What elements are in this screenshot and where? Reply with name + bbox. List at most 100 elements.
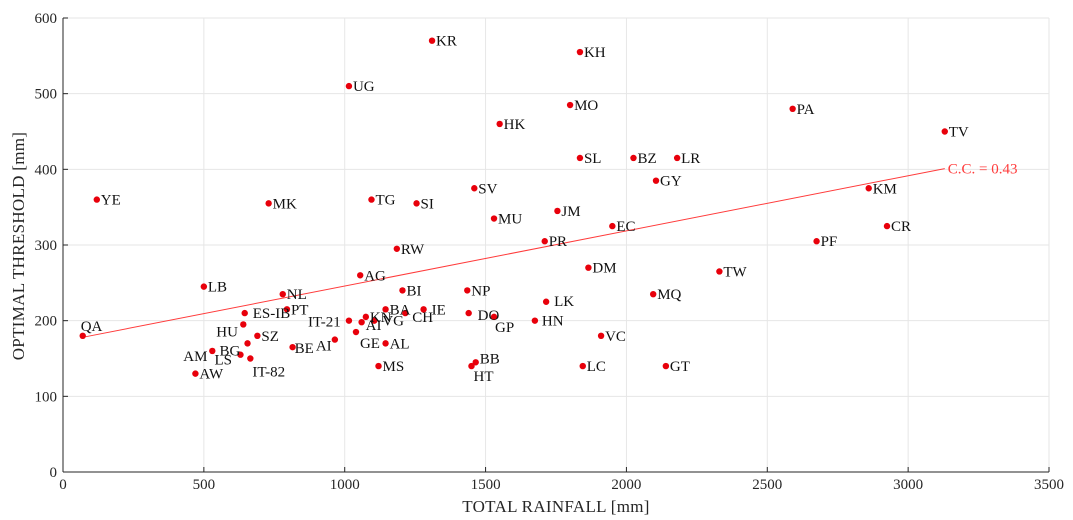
trend-layer: C.C. = 0.43: [82, 162, 1018, 338]
point-label: PF: [821, 234, 838, 250]
data-point: [254, 332, 261, 339]
point-label: UG: [353, 79, 375, 95]
point-label: NP: [471, 283, 490, 299]
data-point: [352, 328, 360, 336]
point-label: KN: [370, 310, 392, 326]
data-point: [554, 207, 561, 215]
point-label: RW: [401, 242, 425, 258]
point-label: GE: [360, 336, 380, 352]
data-point: [393, 245, 401, 252]
y-tick-label: 600: [35, 11, 58, 27]
grid-layer: [62, 17, 1050, 473]
y-tick-label: 0: [50, 465, 58, 481]
point-label: JM: [561, 204, 580, 220]
data-point: [265, 200, 272, 207]
point-label: PR: [549, 234, 567, 250]
data-point: [941, 128, 948, 135]
x-tick-label: 1000: [330, 477, 360, 493]
data-point: [566, 101, 574, 109]
data-point: [413, 200, 420, 207]
point-label: KR: [436, 34, 457, 50]
data-point: [597, 332, 605, 339]
data-point: [371, 317, 378, 324]
x-tick-label: 2000: [611, 477, 641, 493]
point-label: AW: [199, 367, 224, 383]
data-point: [716, 268, 723, 275]
point-label: KM: [873, 181, 897, 197]
point-label: SI: [421, 196, 434, 212]
data-point: [576, 48, 584, 56]
data-point: [673, 154, 681, 162]
point-label: TV: [949, 125, 969, 141]
point-label: LC: [587, 359, 606, 375]
data-point: [662, 362, 670, 370]
data-point: [609, 222, 616, 230]
point-label: HT: [473, 369, 493, 385]
data-point: [368, 196, 375, 203]
point-label: BZ: [637, 151, 656, 167]
y-tick-label: 300: [35, 238, 58, 254]
data-point: [240, 321, 247, 328]
data-point: [420, 306, 427, 313]
data-point: [345, 317, 353, 324]
data-point: [652, 177, 660, 184]
point-label: DO: [478, 308, 500, 324]
labels-layer: KR KH UG MO PA HK TV SL BZ LR GY SV KM YE TG MK SI JM MU EC…: [81, 34, 969, 385]
point-label: PT: [291, 302, 309, 318]
data-point: [496, 120, 503, 128]
data-point: [464, 287, 471, 294]
data-point: [200, 283, 208, 290]
data-point: [279, 290, 286, 298]
point-label: IE: [432, 302, 446, 318]
point-label: AI: [316, 339, 332, 355]
point-label: IT-82: [252, 365, 285, 381]
point-label: CH: [412, 310, 433, 326]
point-label: YE: [101, 193, 121, 209]
point-label: HN: [542, 314, 564, 330]
data-point: [345, 82, 353, 90]
point-label: MQ: [657, 287, 681, 303]
y-tick-label: 100: [35, 389, 58, 405]
y-axis-title: OPTIMAL THRESHOLD [mm]: [9, 132, 28, 361]
data-point: [490, 215, 498, 222]
y-tick-label: 500: [35, 87, 58, 103]
point-label: AI: [366, 318, 382, 334]
point-label: MO: [574, 98, 598, 114]
x-tick-label: 3500: [1034, 477, 1064, 493]
data-point: [79, 332, 86, 339]
point-label: LK: [554, 294, 574, 310]
point-label: SV: [478, 181, 497, 197]
point-label: TW: [723, 264, 747, 280]
x-tick-label: 500: [193, 477, 216, 493]
data-point: [93, 196, 101, 203]
point-label: GT: [670, 359, 690, 375]
axes-layer: 0 500 1000 1500 2000 2500 3000 3500 0 100 200 300 40…: [35, 11, 1065, 493]
trend-line: [82, 168, 945, 338]
point-label: LB: [208, 280, 227, 296]
point-label: GY: [660, 174, 682, 190]
data-point: [789, 105, 796, 113]
data-point: [649, 290, 657, 298]
data-point: [399, 287, 406, 294]
point-label: AG: [364, 268, 386, 284]
data-point: [579, 362, 586, 370]
data-point: [362, 313, 370, 321]
point-label: DM: [592, 261, 616, 277]
point-label: TG: [375, 193, 395, 209]
point-label: AL: [390, 336, 410, 352]
point-label: ES-IB: [253, 306, 291, 322]
point-label: PA: [797, 102, 815, 118]
data-point: [883, 222, 891, 230]
data-point: [357, 272, 364, 279]
data-point: [192, 370, 199, 377]
y-tick-label: 400: [35, 162, 58, 178]
data-point: [468, 362, 475, 370]
data-point: [209, 347, 216, 355]
data-point: [283, 306, 291, 313]
x-tick-label: 1500: [471, 477, 501, 493]
correlation-label: C.C. = 0.43: [948, 162, 1018, 178]
point-label: IT-21: [308, 315, 341, 331]
data-point: [630, 154, 637, 162]
data-point: [331, 336, 339, 343]
data-point: [402, 309, 409, 317]
